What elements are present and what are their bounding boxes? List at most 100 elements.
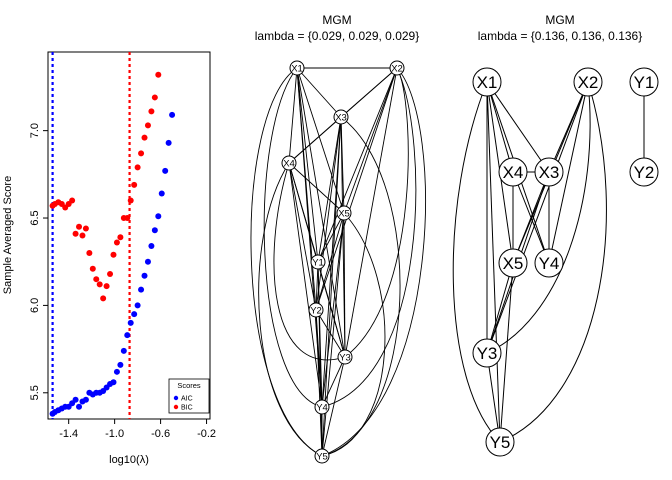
point-aic-34 [165, 139, 172, 146]
y-tick-label-3: 7.0 [29, 123, 41, 138]
graph1-edge-X5-Y4 [321, 212, 345, 408]
graph2-node-y2 [629, 157, 659, 187]
mgm-graph-dense: MGM lambda = {0.029, 0.029, 0.029} X1 X2X… [250, 13, 426, 464]
graph1-node-y3 [337, 349, 353, 365]
point-bic-31 [155, 71, 162, 78]
point-bic-7 [72, 230, 79, 237]
point-aic-33 [162, 167, 169, 174]
point-bic-26 [138, 150, 145, 157]
point-aic-21 [120, 347, 127, 354]
graph2-title: MGM [545, 13, 574, 27]
point-bic-23 [127, 197, 134, 204]
graph2-edge-x1-y5-arc [452, 81, 501, 443]
graph1-node-label-y5: Y5 [316, 452, 328, 463]
graph1-edge-Y2-Y3 [315, 309, 346, 358]
graph1-edge-X2-X5 [343, 67, 398, 214]
graph1-node-label-x4: X4 [283, 159, 295, 170]
point-bic-14 [96, 281, 103, 288]
graph2-node-label-y3: Y3 [477, 344, 498, 363]
point-bic-29 [148, 108, 155, 115]
graph1-node-x1 [289, 60, 305, 76]
graph1-edge-X5-Y2 [315, 212, 345, 311]
point-bic-11 [86, 249, 93, 256]
score-chart-panel: -1.4 -1.0 -0.6 -0.2 5.5 6.0 6.5 7.0 log10(λ) S… [2, 51, 216, 466]
point-bic-24 [131, 181, 138, 188]
graph2-node-label-y1: Y1 [634, 73, 655, 92]
graph1-node-x3 [333, 109, 349, 125]
graph1-node-label-x3: X3 [335, 113, 347, 124]
graph2-edge-x5-y3 [486, 262, 514, 354]
point-bic-22 [124, 215, 131, 222]
graph2-nodes: X1 X2 Y1 X4 X3 Y2 X5 Y4 Y3 Y5 [472, 67, 659, 457]
graph2-edge-x1-x3 [486, 81, 550, 173]
graph1-subtitle: lambda = {0.029, 0.029, 0.029} [255, 29, 419, 43]
x-axis-label: log10(λ) [109, 454, 149, 466]
legend-marker-bic [173, 404, 179, 410]
graph1-edge-X5-Y5 [321, 212, 345, 457]
graph1-edge-X4-Y5 [258, 162, 323, 457]
graph1-node-label-x1: X1 [291, 64, 303, 75]
graph1-node-label-x2: X2 [391, 64, 403, 75]
point-bic-19 [113, 239, 120, 246]
point-aic-31 [155, 213, 162, 220]
x-tick-label-2: -0.6 [151, 428, 170, 440]
graph1-edge-Y3-Y4 [321, 356, 346, 408]
point-aic-20 [117, 361, 124, 368]
point-bic-15 [100, 295, 107, 302]
graph2-node-label-y4: Y4 [539, 254, 560, 273]
graph2-edge-x2-y4 [548, 81, 589, 264]
point-aic-25 [134, 302, 141, 309]
graph2-edge-x5-y5 [499, 262, 514, 443]
graph1-node-label-y1: Y1 [312, 258, 324, 269]
graph1-edge-X4-Y3-arc [273, 162, 346, 361]
graph1-edge-X3-Y4 [321, 116, 342, 408]
graph1-node-label-y4: Y4 [316, 403, 328, 414]
point-aic-18 [110, 379, 117, 386]
graph2-node-y4 [534, 248, 564, 278]
graph1-edge-X1-Y3 [296, 67, 346, 358]
graph2-node-y3 [472, 338, 502, 368]
point-aic-7 [72, 396, 79, 403]
x-tick-label-0: -1.4 [59, 428, 78, 440]
graph1-edge-X2-Y2 [315, 67, 398, 311]
graph1-node-y4 [314, 399, 330, 415]
graph1-edge-X1-X4 [288, 67, 298, 164]
y-axis: 5.5 6.0 6.5 7.0 [29, 123, 48, 400]
graph1-nodes: X1 X2 X3 X4 X5 Y1 Y2 Y3 Y4 Y5 [281, 60, 405, 464]
graph1-edge-X5-Y5 [321, 212, 386, 457]
graph1-edge-X2-Y1 [317, 67, 398, 263]
graph1-edge-X3-Y1 [317, 116, 342, 263]
point-bic-9 [79, 232, 86, 239]
graph2-subtitle: lambda = {0.136, 0.136, 0.136} [478, 29, 642, 43]
graph2-node-y5 [485, 427, 515, 457]
graph2-node-y1 [629, 67, 659, 97]
graph2-edge-x2-y5-arc [499, 81, 607, 443]
graph1-edge-X2-Y3-arc [344, 67, 409, 358]
point-aic-30 [151, 227, 158, 234]
graph1-edge-X1-Y1 [296, 67, 319, 263]
graph2-node-label-x1: X1 [477, 73, 498, 92]
point-bic-18 [110, 251, 117, 258]
point-bic-10 [82, 225, 89, 232]
legend-marker-aic [173, 395, 179, 401]
graph2-edge-x1-y5 [486, 81, 501, 443]
point-bic-30 [151, 94, 158, 101]
point-aic-23 [127, 319, 134, 326]
point-aic-26 [138, 286, 145, 293]
graph1-edge-X4-Y2 [288, 162, 317, 311]
point-bic-17 [107, 270, 114, 277]
graph1-node-label-y3: Y3 [339, 353, 351, 364]
graph1-edge-X4-Y4 [288, 162, 323, 408]
point-bic-6 [69, 197, 76, 204]
point-bic-16 [103, 283, 110, 290]
point-aic-29 [148, 242, 155, 249]
legend-label-aic: AIC [181, 396, 193, 403]
point-aic-28 [144, 258, 151, 265]
graph1-edges [250, 67, 426, 457]
graph2-edge-x2-y3-arc [486, 81, 591, 354]
graph2-edges [452, 81, 645, 443]
graph2-node-x3 [534, 157, 564, 187]
y-tick-label-2: 6.5 [29, 210, 41, 225]
point-aic-35 [169, 111, 176, 118]
graph2-node-x2 [573, 67, 603, 97]
